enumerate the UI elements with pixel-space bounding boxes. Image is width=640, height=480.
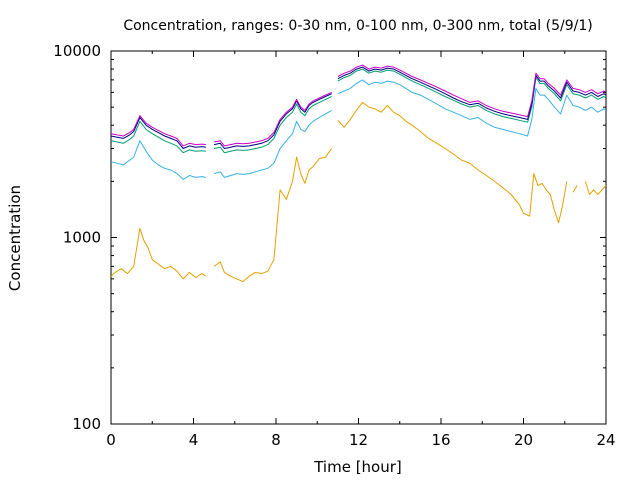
x-tick-label: 8 [271, 431, 281, 449]
series-line-3 [110, 68, 607, 154]
x-tick-label: 16 [431, 431, 450, 449]
ticks-layer: 0 4 8 12 16 20 24 100 1000 10000 [53, 42, 615, 449]
x-axis-label: Time [hour] [313, 458, 402, 476]
series-line-2 [110, 79, 607, 180]
y-axis-label: Concentration [6, 185, 24, 291]
series-layer [110, 64, 607, 283]
x-tick-label: 24 [596, 431, 615, 449]
x-tick-label: 0 [106, 431, 116, 449]
series-line-4 [110, 66, 607, 149]
series-line-1 [110, 101, 607, 283]
x-tick-label: 20 [514, 431, 533, 449]
y-tick-label: 1000 [63, 229, 101, 247]
x-tick-label: 4 [189, 431, 199, 449]
x-tick-label: 12 [349, 431, 368, 449]
series-line-5 [110, 64, 607, 147]
y-tick-label: 10000 [53, 42, 101, 60]
y-tick-label: 100 [72, 415, 101, 433]
chart-title: Concentration, ranges: 0-30 nm, 0-100 nm… [123, 18, 592, 34]
